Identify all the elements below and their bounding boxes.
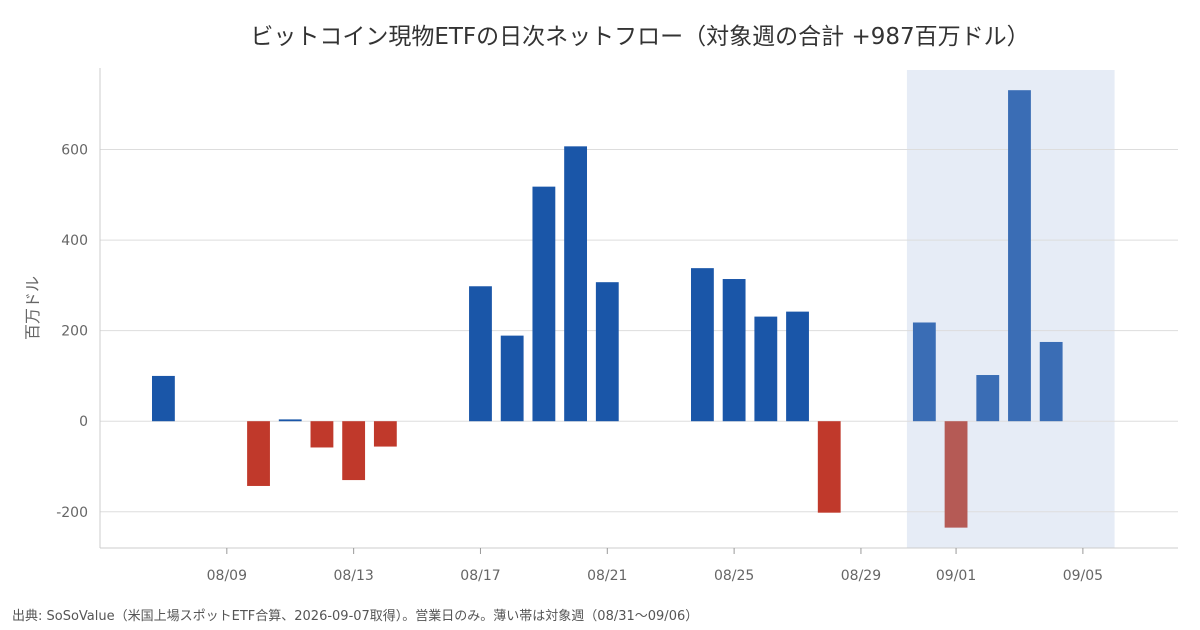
y-axis-label: 百万ドル: [23, 276, 42, 340]
bar: [373, 421, 397, 447]
bar: [912, 322, 936, 422]
bar: [247, 421, 270, 486]
bar: [310, 421, 334, 448]
bar: [1039, 341, 1063, 422]
x-tick-label: 08/21: [587, 568, 627, 584]
bar: [151, 375, 175, 422]
y-tick-label: 0: [79, 414, 88, 430]
x-tick-label: 08/29: [841, 568, 881, 584]
bar: [786, 311, 809, 422]
source-note: 出典: SoSoValue（米国上場スポットETF合算、2026-09-07取得…: [12, 608, 698, 624]
bar: [469, 286, 492, 422]
y-tick-label: 400: [61, 233, 88, 249]
x-tick-label: 09/01: [936, 568, 976, 584]
bar: [690, 268, 714, 422]
y-tick-label: -200: [56, 505, 88, 521]
bar: [722, 279, 746, 422]
bar: [976, 375, 1000, 422]
bar: [342, 421, 366, 481]
x-tick-label: 09/05: [1063, 568, 1103, 584]
axis-layer: -200 0 200 400 600 08/09 08/13 08/17 08/21 08/25 0…: [56, 68, 1178, 584]
x-tick-label: 08/09: [207, 568, 247, 584]
bar: [754, 316, 778, 422]
bar: [1008, 90, 1031, 422]
bars-layer: [151, 90, 1063, 528]
bar: [944, 421, 968, 528]
chart-title: ビットコイン現物ETFの日次ネットフロー（対象週の合計 +987百万ドル）: [250, 24, 1029, 50]
bar: [532, 186, 556, 422]
bar: [564, 146, 588, 422]
x-tick-label: 08/17: [460, 568, 500, 584]
bar: [278, 419, 302, 422]
x-tick-label: 08/13: [333, 568, 373, 584]
x-tick-label: 08/25: [714, 568, 754, 584]
bar: [595, 282, 619, 422]
y-tick-label: 200: [61, 324, 88, 340]
bar: [817, 421, 841, 513]
y-tick-label: 600: [61, 143, 88, 159]
bar: [500, 335, 524, 422]
